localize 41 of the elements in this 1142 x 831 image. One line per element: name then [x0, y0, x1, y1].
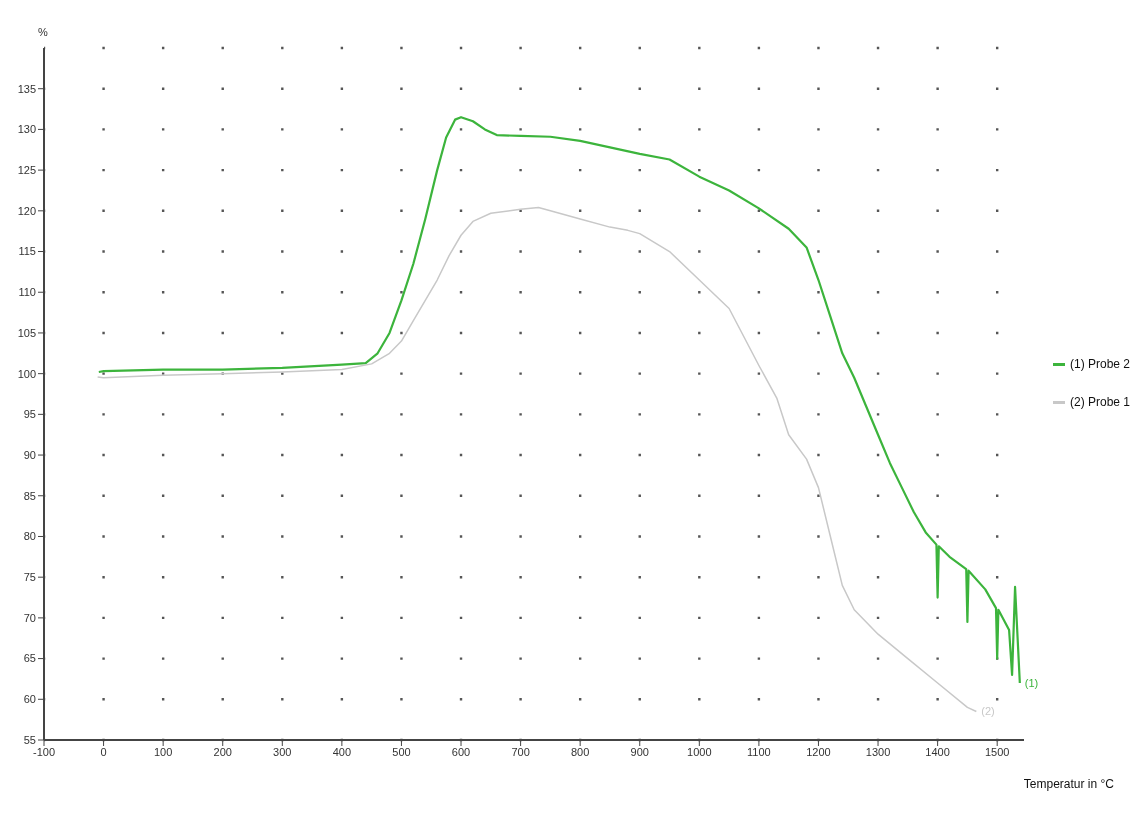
x-tick-label: 1300: [865, 745, 891, 758]
y-tick-label: 55: [23, 733, 36, 746]
y-tick-label: 70: [23, 611, 36, 624]
x-tick-label: 1200: [806, 745, 831, 758]
y-tick-label: 95: [23, 408, 36, 421]
y-tick-label: 65: [23, 652, 36, 665]
y-tick-label: 60: [23, 693, 36, 706]
y-tick-label: 105: [17, 326, 36, 339]
x-axis-title: Temperatur in °C: [1023, 777, 1115, 791]
legend-label: (1) Probe 2: [1069, 357, 1130, 372]
line-series: [96, 206, 978, 713]
y-tick-label: 125: [17, 164, 36, 177]
x-tick-label: 1100: [747, 745, 771, 758]
y-tick-label: 130: [17, 123, 36, 136]
x-tick-label: 700: [511, 745, 530, 758]
y-tick-label: 135: [17, 82, 36, 95]
x-tick-label: -100: [32, 745, 56, 758]
y-tick-label: 75: [23, 571, 36, 584]
x-tick-label: 1500: [984, 745, 1010, 758]
annotation: (1): [1024, 676, 1039, 689]
x-tick-label: 600: [451, 745, 471, 758]
x-tick-label: 0: [100, 745, 107, 758]
legend-label: (2) Probe 1: [1069, 395, 1130, 410]
y-axis-title: %: [38, 26, 48, 38]
x-tick-label: 400: [332, 745, 352, 758]
x-tick-label: 800: [570, 745, 590, 758]
x-tick-label: 200: [213, 745, 232, 758]
x-tick-label: 100: [153, 745, 173, 758]
y-tick-label: 85: [23, 489, 36, 502]
x-tick-label: 900: [630, 745, 649, 758]
y-tick-label: 100: [17, 367, 36, 380]
y-tick-label: 115: [18, 245, 36, 258]
x-tick-label: 1400: [925, 745, 950, 758]
y-tick-label: 110: [18, 286, 36, 299]
y-tick-label: 120: [17, 204, 36, 217]
x-tick-label: 500: [392, 745, 411, 758]
y-tick-label: 90: [23, 448, 36, 461]
x-tick-label: 300: [273, 745, 292, 758]
line-series: [97, 116, 1021, 685]
x-tick-label: 1000: [687, 745, 712, 758]
y-tick-label: 80: [23, 530, 36, 543]
